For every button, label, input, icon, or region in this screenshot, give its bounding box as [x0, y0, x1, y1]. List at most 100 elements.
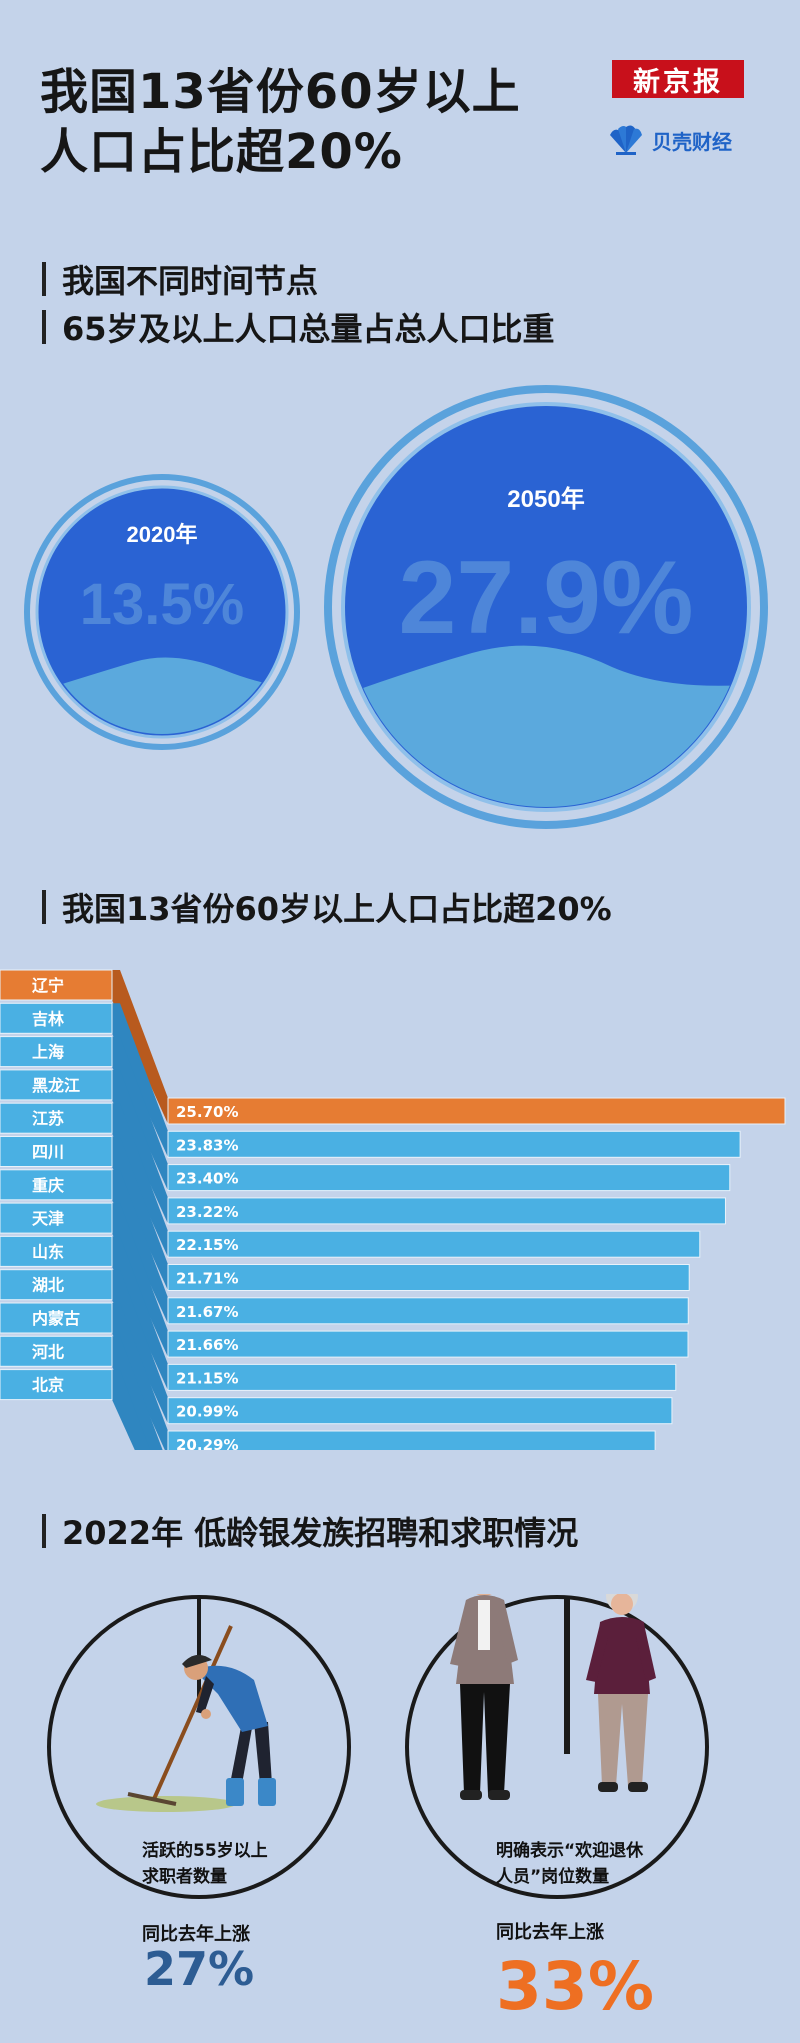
value-bar [167, 1130, 741, 1158]
xinjingbao-logo: 新京报 [612, 60, 744, 98]
retiree-caption-line1: 明确表示“欢迎退休 [496, 1841, 644, 1861]
province-label: 辽宁 [32, 976, 64, 995]
value-bar [167, 1397, 673, 1425]
value-label: 20.99% [176, 1403, 238, 1421]
province-tab [0, 1102, 113, 1134]
province-bar-chart: 辽宁 25.70% 吉林 23.83% 上海 23.40% 黑龙江 23.22% 江苏 22.15… [0, 969, 786, 1450]
province-tab [0, 1036, 113, 1068]
elderly-man-illustration [450, 1594, 518, 1800]
circle-2020: 2020年 13.5% [24, 474, 300, 750]
bar-connector [112, 1169, 168, 1324]
bar-connector [112, 1269, 168, 1424]
bar-connector [112, 1369, 151, 1450]
province-tab [0, 1002, 113, 1034]
value-label: 21.71% [176, 1270, 238, 1288]
page-title-line1: 我国13省份60岁以上 [40, 64, 521, 120]
jobseeker-circle [47, 1595, 351, 1899]
province-tab [0, 1169, 113, 1201]
circle-2050-value: 27.9% [399, 540, 694, 656]
retiree-pct: 33% [496, 1948, 654, 2025]
section2-head: 我国13省份60岁以上人口占比超20% [42, 884, 612, 930]
value-label: 21.15% [176, 1369, 238, 1387]
section1-head-text2: 65岁及以上人口总量占总人口比重 [62, 310, 555, 348]
section2-head-text: 我国13省份60岁以上人口占比超20% [62, 890, 612, 928]
value-label: 21.67% [176, 1303, 238, 1321]
bar-connector [112, 1203, 168, 1358]
bar-connector [112, 1103, 168, 1258]
province-tab [0, 1335, 113, 1367]
circle-2020-ring [24, 474, 300, 750]
value-label: 22.15% [176, 1236, 238, 1254]
beike-logo-text: 贝壳财经 [652, 129, 732, 154]
shell-icon [610, 125, 642, 155]
province-tab [0, 1136, 113, 1167]
bar-connector [112, 1036, 168, 1191]
province-label: 黑龙江 [32, 1076, 80, 1095]
section1-head-line1: 我国不同时间节点 [42, 256, 318, 302]
circle-2020-year: 2020年 [127, 522, 198, 547]
elderly-woman-illustration [586, 1594, 656, 1792]
retiree-caption-line2: 人员”岗位数量 [496, 1867, 610, 1887]
province-label: 湖北 [32, 1276, 64, 1295]
jobseeker-caption-line2: 求职者数量 [142, 1867, 227, 1887]
province-tab [0, 1202, 113, 1234]
province-label: 山东 [32, 1242, 64, 1261]
section-bar [42, 890, 46, 924]
circle-2020-value: 13.5% [80, 572, 244, 637]
value-bar [167, 1297, 689, 1325]
value-label: 21.66% [176, 1336, 238, 1354]
bar-connector [112, 1236, 168, 1391]
section-bar [42, 310, 46, 344]
province-label: 北京 [32, 1376, 64, 1395]
retiree-jobs-circle [405, 1594, 709, 1899]
bar-connector [112, 1003, 168, 1158]
province-label: 上海 [32, 1043, 64, 1062]
bar-connector [112, 970, 168, 1124]
section-bar [42, 1514, 46, 1548]
bar-connector [112, 1136, 168, 1291]
value-bar [167, 1230, 701, 1258]
province-tab [0, 969, 113, 1001]
province-tab [0, 1269, 113, 1301]
value-label: 23.22% [176, 1203, 238, 1221]
bar-connector [112, 1336, 163, 1450]
province-tab [0, 1302, 113, 1334]
province-label: 江苏 [32, 1109, 64, 1128]
section1-head-line2: 65岁及以上人口总量占总人口比重 [42, 304, 555, 350]
retiree-sub: 同比去年上涨 [496, 1922, 604, 1943]
jobseeker-sub: 同比去年上涨 [142, 1924, 250, 1945]
province-tab [0, 1235, 113, 1267]
bar-connector [112, 1303, 168, 1450]
section3-head: 2022年 低龄银发族招聘和求职情况 [42, 1508, 578, 1554]
beike-logo: 贝壳财经 [606, 122, 732, 158]
circle-2050-year: 2050年 [507, 485, 584, 513]
value-label: 23.40% [176, 1170, 238, 1188]
page-title-line2: 人口占比超20% [40, 124, 403, 180]
value-bar [167, 1264, 690, 1291]
gardener-illustration [96, 1625, 276, 1812]
section1-head-text1: 我国不同时间节点 [62, 262, 319, 300]
circle-2050: 2050年 27.9% [324, 385, 768, 829]
province-label: 河北 [32, 1342, 64, 1361]
circle-2050-ring [324, 385, 768, 829]
section-bar [42, 262, 46, 296]
province-label: 四川 [32, 1143, 64, 1162]
value-bar [167, 1330, 689, 1358]
value-bar [167, 1430, 656, 1450]
jobseeker-pct: 27% [144, 1942, 255, 1996]
value-label: 20.29% [176, 1436, 238, 1450]
value-bar [167, 1164, 731, 1192]
province-label: 天津 [32, 1209, 64, 1228]
value-bar [167, 1197, 726, 1225]
province-label: 内蒙古 [32, 1309, 80, 1328]
province-label: 重庆 [32, 1176, 64, 1195]
retiree-circle-ring [405, 1595, 709, 1899]
province-label: 吉林 [32, 1009, 64, 1028]
jobseeker-caption-line1: 活跃的55岁以上 [142, 1841, 268, 1861]
value-bar [167, 1097, 786, 1125]
bar-connector [112, 1069, 168, 1224]
value-label: 25.70% [176, 1103, 238, 1121]
value-label: 23.83% [176, 1136, 238, 1154]
value-bar [167, 1363, 677, 1391]
section3-head-text: 2022年 低龄银发族招聘和求职情况 [62, 1514, 579, 1552]
